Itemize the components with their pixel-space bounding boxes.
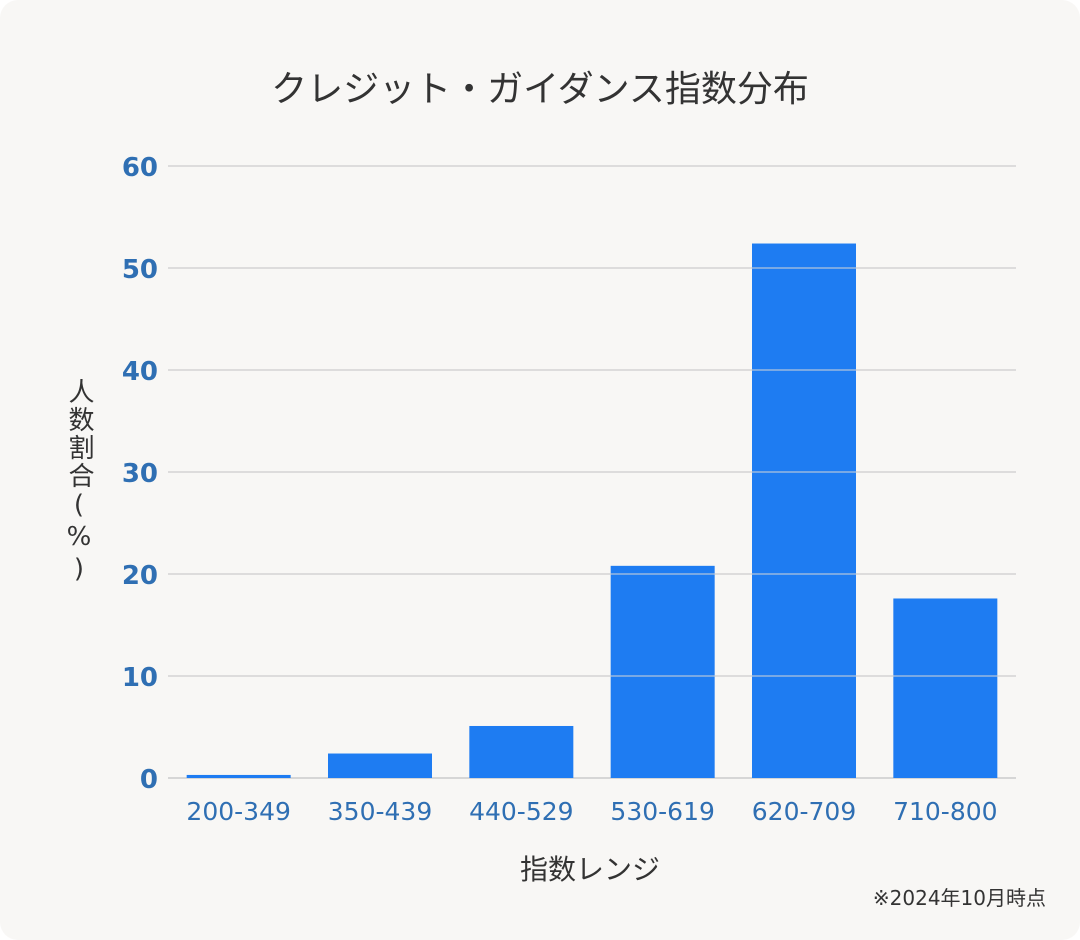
x-tick-label: 710-800 bbox=[893, 797, 997, 826]
bar bbox=[893, 598, 998, 778]
bar bbox=[328, 753, 432, 778]
bar bbox=[469, 725, 574, 778]
x-axis-label: 指数レンジ bbox=[519, 853, 660, 886]
chart-title: クレジット・ガイダンス指数分布 bbox=[271, 69, 809, 110]
y-tick-label: 10 bbox=[122, 663, 158, 693]
date-note: ※2024年10月時点 bbox=[872, 886, 1046, 910]
y-axis-label: 人数割合(%) bbox=[64, 378, 94, 586]
y-tick-label: 50 bbox=[122, 255, 158, 285]
x-tick-label: 620-709 bbox=[752, 797, 856, 826]
x-tick-label: 440-529 bbox=[469, 797, 573, 826]
y-tick-label: 0 bbox=[140, 765, 158, 795]
y-tick-label: 30 bbox=[122, 459, 158, 489]
x-tick-label: 350-439 bbox=[328, 797, 432, 826]
bar bbox=[752, 243, 856, 778]
y-tick-label: 60 bbox=[122, 153, 158, 183]
bar bbox=[186, 774, 291, 778]
x-tick-label: 530-619 bbox=[610, 797, 714, 826]
y-tick-label: 20 bbox=[122, 561, 158, 591]
x-tick-label: 200-349 bbox=[186, 797, 290, 826]
y-tick-label: 40 bbox=[122, 357, 158, 387]
bar bbox=[610, 565, 715, 778]
